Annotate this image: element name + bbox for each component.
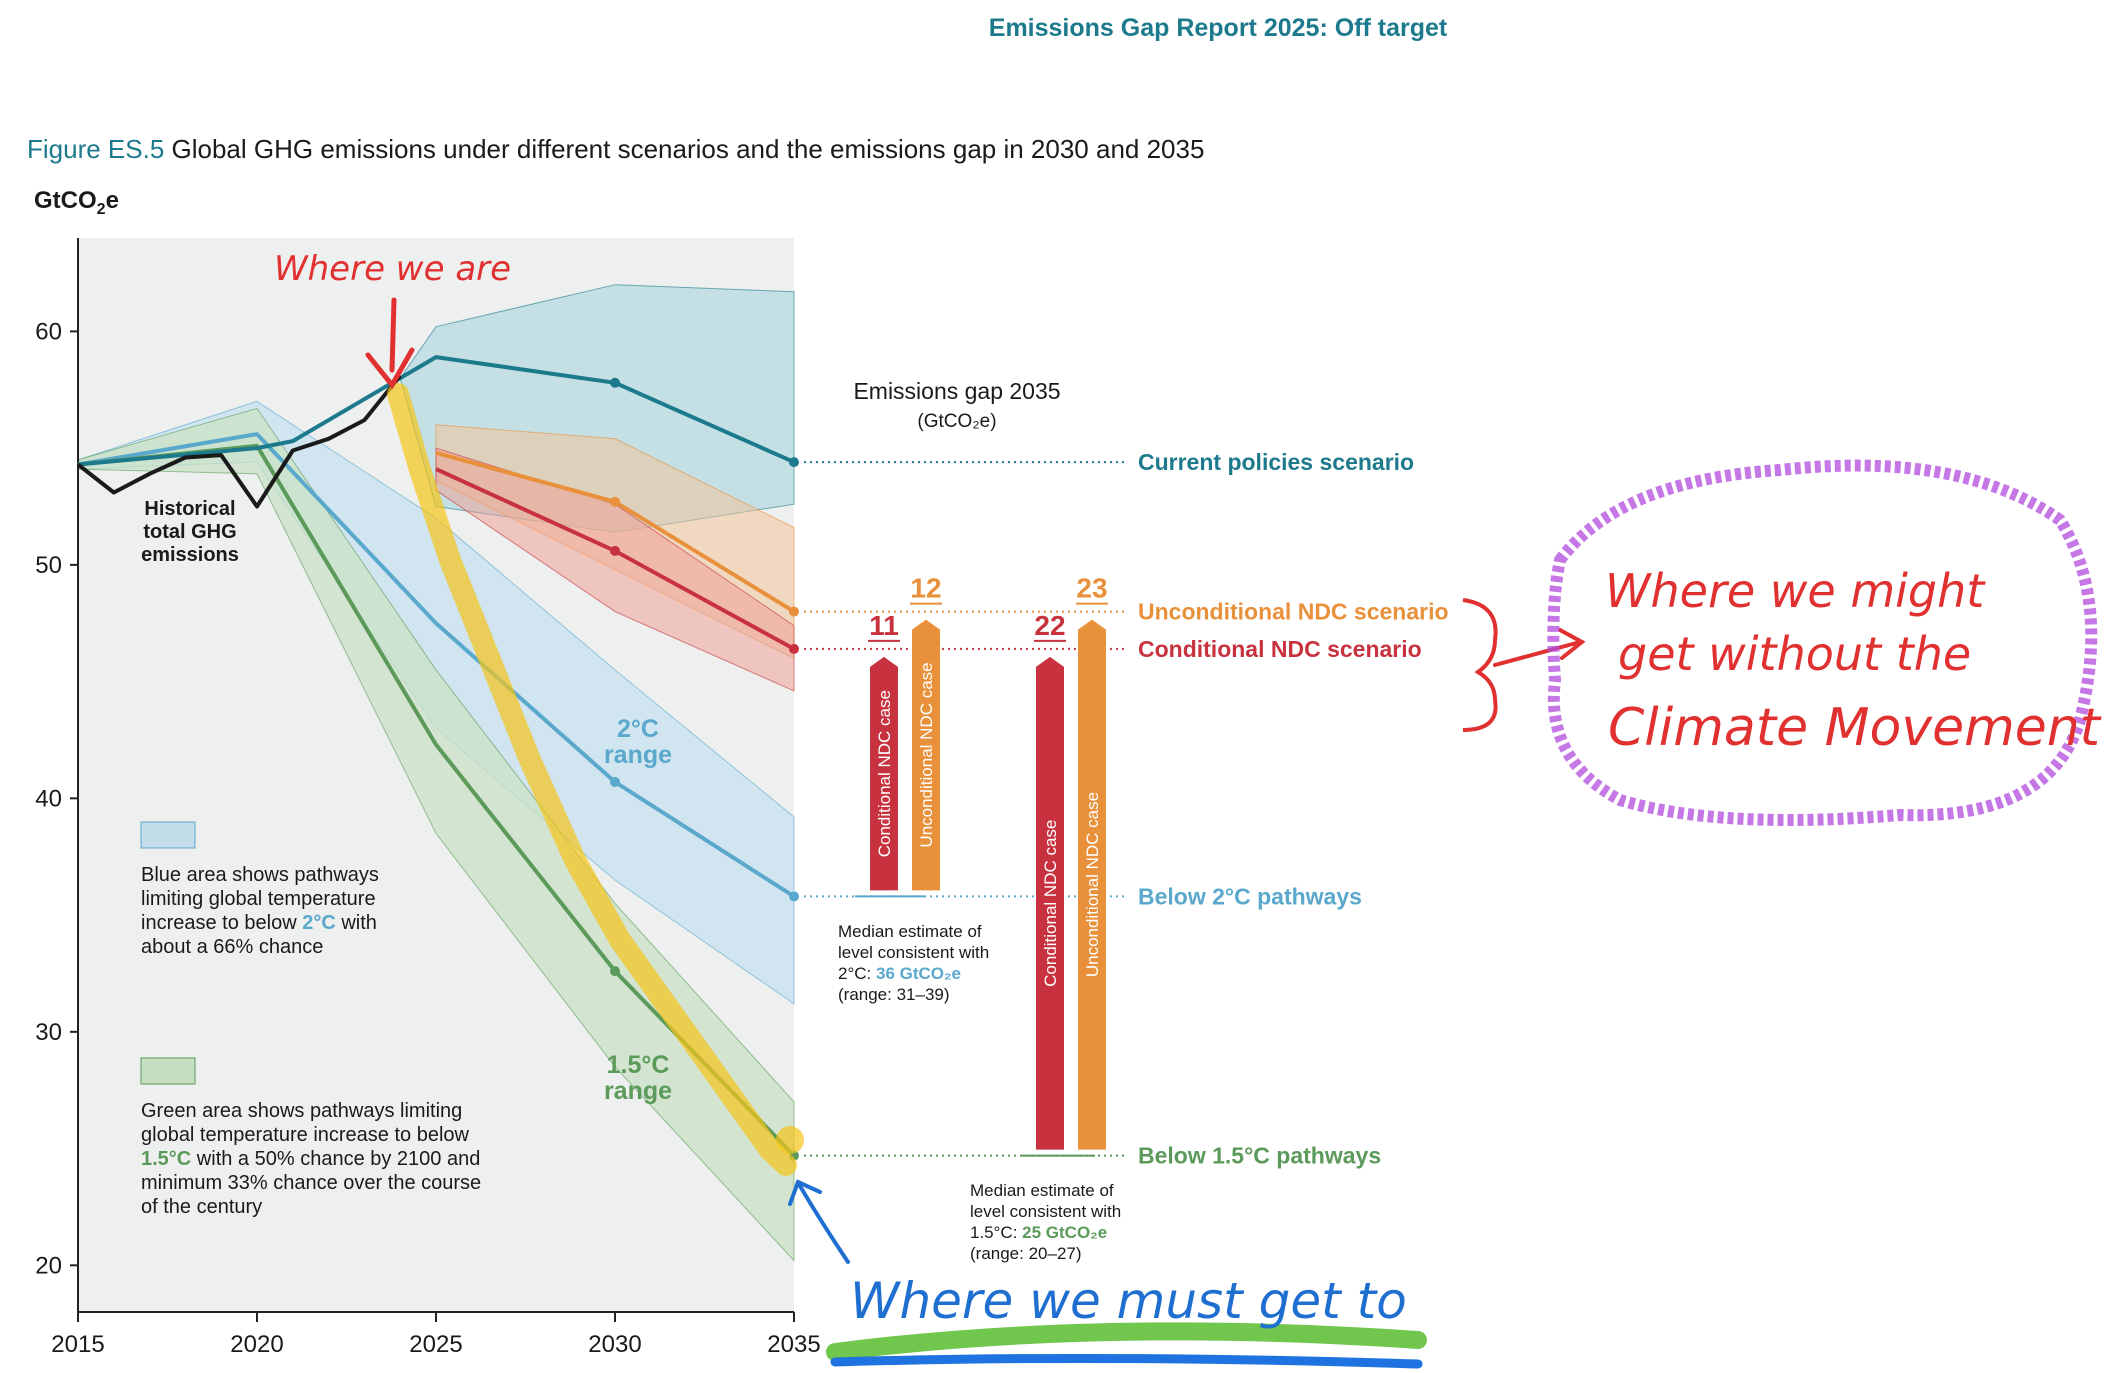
- blue-underline-stroke: [830, 1353, 1423, 1369]
- scenario-label-unconditional: Unconditional NDC scenario: [1138, 599, 1449, 625]
- one-five-range-label: range: [604, 1077, 672, 1105]
- scenario-label-conditional: Conditional NDC scenario: [1138, 636, 1422, 662]
- gap-bar: [1036, 656, 1064, 1150]
- y-tick-label: 20: [35, 1252, 62, 1279]
- red-arrow-right-icon: [1493, 628, 1586, 667]
- handwritten-where-we-might: Climate Movement: [1608, 698, 2102, 758]
- data-point-two_c: [789, 891, 799, 902]
- handwritten-where-we-might: Where we might: [1605, 564, 1986, 618]
- data-point-unconditional: [610, 496, 620, 507]
- y-tick-label: 50: [35, 552, 62, 579]
- legend-green-text: global temperature increase to below: [141, 1124, 470, 1146]
- y-tick-label: 40: [35, 785, 62, 812]
- legend-green-text: Green area shows pathways limiting: [141, 1100, 462, 1122]
- x-tick-label: 2020: [230, 1331, 283, 1358]
- x-tick-label: 2015: [51, 1331, 104, 1358]
- y-tick-label: 30: [35, 1019, 62, 1046]
- y-axis-label: GtCO2e: [34, 187, 119, 218]
- data-point-conditional: [789, 643, 799, 654]
- green-underline-stroke: [826, 1322, 1427, 1361]
- legend-green-text: minimum 33% chance over the course: [141, 1172, 481, 1194]
- red-bracket-icon: [1462, 598, 1498, 732]
- x-tick-label: 2025: [409, 1331, 462, 1358]
- data-point-current: [789, 457, 799, 468]
- historical-label: total GHG: [143, 521, 236, 543]
- median-15c-note: 1.5°C: 25 GtCO₂e: [970, 1223, 1107, 1242]
- two-c-range-label: range: [604, 741, 672, 769]
- gap-unit: (GtCO₂e): [917, 411, 996, 432]
- legend-green-text: of the century: [141, 1196, 262, 1218]
- median-2c-note: 2°C: 36 GtCO₂e: [838, 964, 961, 983]
- legend-blue-text: Blue area shows pathways: [141, 864, 379, 886]
- blue-arrow-icon: [788, 1179, 850, 1264]
- gap-bar: [1078, 619, 1106, 1150]
- gap-value: 22: [1034, 610, 1065, 641]
- handwritten-where-we-are: Where we are: [274, 249, 511, 289]
- legend-blue-swatch: [140, 821, 196, 849]
- median-2c-note: level consistent with: [838, 943, 989, 962]
- legend-blue-text: increase to below 2°C with: [141, 912, 377, 934]
- purple-scribble-icon: [1547, 459, 2098, 826]
- gap-value: 12: [910, 573, 941, 604]
- gap-bar-label: Conditional NDC case: [875, 690, 894, 857]
- median-15c-note: (range: 20–27): [970, 1244, 1082, 1263]
- historical-label: emissions: [141, 544, 239, 566]
- data-point-unconditional: [789, 606, 799, 617]
- series-line-two_c: [77, 432, 796, 899]
- gap-value: 23: [1076, 573, 1107, 604]
- figure-title: Figure ES.5 Global GHG emissions under d…: [27, 134, 1204, 164]
- gap-bar-label: Conditional NDC case: [1041, 820, 1060, 987]
- gap-bar-label: Unconditional NDC case: [917, 662, 936, 847]
- two-c-range-label: 2°C: [617, 715, 659, 743]
- band-one_five_c: [77, 407, 795, 1262]
- gap-title: Emissions gap 2035: [853, 378, 1060, 404]
- data-point-current: [610, 377, 620, 388]
- gap-value: 11: [869, 610, 899, 641]
- scenario-label-two_c: Below 2°C pathways: [1138, 883, 1362, 909]
- legend-green-swatch: [140, 1057, 196, 1085]
- median-15c-note: level consistent with: [970, 1202, 1121, 1221]
- data-point-conditional: [610, 545, 620, 556]
- legend-blue-text: about a 66% chance: [141, 936, 323, 958]
- handwritten-where-we-might: get without the: [1618, 627, 1971, 681]
- gap-bar: [870, 656, 898, 891]
- median-2c-note: (range: 31–39): [838, 985, 950, 1004]
- gap-bar: [912, 619, 940, 891]
- highlighter-stroke: [387, 383, 797, 1176]
- legend-blue-text: limiting global temperature: [141, 888, 376, 910]
- data-point-two_c: [610, 777, 620, 788]
- red-arrow-icon: [365, 297, 415, 390]
- one-five-range-label: 1.5°C: [607, 1051, 670, 1079]
- legend-green-text: 1.5°C with a 50% chance by 2100 and: [141, 1148, 480, 1170]
- scenario-label-current: Current policies scenario: [1138, 449, 1414, 475]
- y-tick-label: 60: [35, 318, 62, 345]
- series-line-historical: [76, 374, 402, 509]
- scenario-label-one_five_c: Below 1.5°C pathways: [1138, 1143, 1381, 1169]
- median-15c-note: Median estimate of: [970, 1181, 1114, 1200]
- highlighter-blob: [776, 1126, 804, 1154]
- data-point-one_five_c: [610, 966, 620, 977]
- handwritten-where-we-must: Where we must get to: [850, 1272, 1407, 1330]
- median-2c-note: Median estimate of: [838, 922, 982, 941]
- x-tick-label: 2035: [767, 1331, 820, 1358]
- historical-label: Historical: [144, 498, 235, 520]
- x-tick-label: 2030: [588, 1331, 641, 1358]
- report-title: Emissions Gap Report 2025: Off target: [989, 14, 1448, 42]
- gap-bar-label: Unconditional NDC case: [1083, 792, 1102, 977]
